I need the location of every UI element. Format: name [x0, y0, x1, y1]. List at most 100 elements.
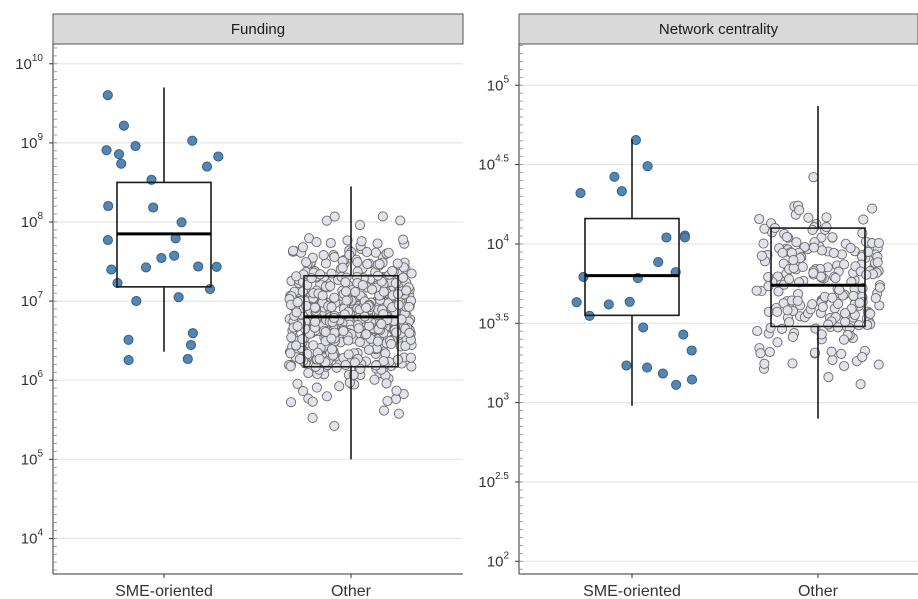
point-other: [808, 172, 819, 183]
point-other: [303, 367, 314, 379]
y-tick-label: 103.5: [478, 312, 509, 332]
point-other: [361, 247, 372, 258]
point-other: [354, 337, 365, 348]
point-other: [857, 351, 868, 363]
point-sme-oriented: [671, 379, 682, 390]
point-other: [751, 285, 762, 296]
box: [303, 274, 399, 368]
point-other: [307, 412, 318, 423]
point-other: [309, 302, 321, 313]
point-other: [386, 339, 397, 350]
point-other: [344, 249, 355, 260]
point-other: [318, 250, 329, 261]
point-other: [340, 359, 351, 370]
point-other: [291, 340, 302, 351]
point-sme-oriented: [187, 328, 198, 339]
point-other: [326, 344, 338, 355]
point-sme-oriented: [123, 334, 134, 345]
point-other: [390, 278, 401, 289]
point-other: [873, 238, 884, 249]
point-other: [387, 265, 398, 277]
y-tick-label: 104: [21, 527, 44, 547]
point-other: [338, 326, 349, 337]
point-other: [361, 302, 372, 313]
point-other: [873, 359, 884, 370]
point-other: [874, 282, 885, 293]
y-tick-label: 102.5: [478, 471, 509, 491]
point-sme-oriented: [211, 261, 222, 272]
point-other: [310, 316, 321, 327]
point-other: [374, 259, 385, 270]
point-other: [285, 348, 296, 359]
point-other: [827, 354, 838, 366]
point-other: [337, 262, 348, 273]
point-other: [307, 396, 318, 407]
point-sme-oriented: [609, 171, 620, 182]
point-other: [314, 353, 325, 364]
point-sme-oriented: [130, 140, 141, 152]
point-sme-oriented: [156, 252, 167, 264]
point-sme-oriented: [642, 161, 653, 172]
point-other: [292, 297, 303, 308]
point-other: [855, 379, 866, 390]
point-other: [326, 302, 337, 313]
point-other: [325, 281, 336, 292]
point-sme-oriented: [661, 232, 672, 243]
point-other: [827, 292, 838, 303]
y-tick-label: 1010: [15, 53, 43, 73]
point-other: [371, 360, 382, 371]
point-other: [334, 381, 345, 392]
point-other: [297, 242, 308, 253]
point-other: [321, 215, 332, 226]
point-sme-oriented: [603, 299, 614, 310]
x-tick-label: Other: [331, 583, 372, 599]
point-sme-oriented: [102, 90, 113, 101]
point-other: [772, 337, 783, 348]
point-other: [353, 323, 364, 334]
point-other: [321, 391, 332, 402]
point-other: [823, 372, 834, 383]
point-sme-oriented: [678, 329, 689, 340]
y-tick-label: 107: [21, 290, 44, 310]
point-other: [311, 237, 322, 248]
point-other: [354, 220, 366, 231]
point-other: [865, 308, 876, 319]
point-other: [294, 353, 305, 365]
point-sme-oriented: [176, 217, 187, 228]
point-other: [406, 268, 417, 279]
point-other: [311, 382, 322, 393]
strip-header: [518, 13, 918, 45]
point-other: [782, 305, 793, 316]
point-other: [326, 268, 337, 279]
point-sme-oriented: [169, 250, 180, 261]
point-other: [325, 237, 336, 249]
point-sme-oriented: [653, 257, 664, 268]
box: [584, 217, 680, 317]
point-other: [754, 213, 765, 225]
y-tick-label: 105: [21, 448, 44, 468]
point-other: [858, 214, 869, 225]
point-other: [340, 286, 352, 297]
x-tick-label: SME-oriented: [115, 583, 213, 599]
point-other: [758, 238, 769, 249]
panel-title: Funding: [231, 21, 285, 38]
point-other: [853, 320, 864, 331]
point-other: [863, 246, 874, 257]
point-sme-oriented: [201, 161, 213, 172]
point-sme-oriented: [621, 360, 632, 371]
point-other: [315, 269, 326, 280]
point-sme-oriented: [686, 374, 698, 385]
point-sme-oriented: [638, 322, 649, 333]
point-sme-oriented: [204, 283, 216, 295]
point-other: [848, 290, 859, 301]
point-other: [362, 258, 373, 270]
point-other: [839, 360, 850, 372]
point-other: [329, 211, 340, 222]
y-tick-label: 108: [21, 211, 44, 231]
point-other: [808, 242, 819, 253]
y-tick-label: 106: [21, 369, 44, 389]
point-other: [838, 334, 850, 345]
point-other: [764, 346, 775, 358]
point-other: [406, 361, 417, 372]
point-other: [367, 284, 378, 295]
